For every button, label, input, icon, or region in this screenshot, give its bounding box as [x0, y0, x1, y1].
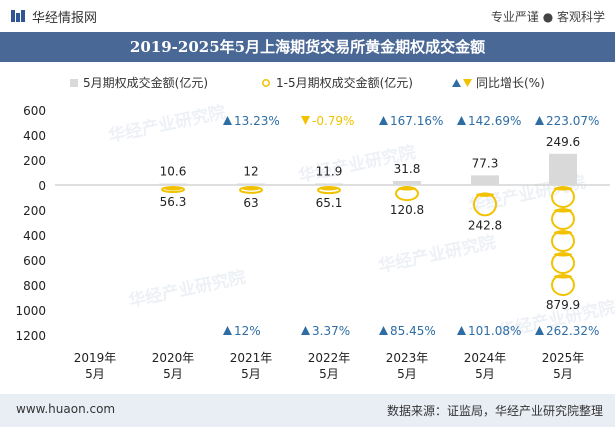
bar-may: [393, 181, 421, 185]
legend-circle-icon: [262, 79, 270, 87]
bar-may: [549, 153, 577, 185]
x-tick-label: 2019年 5月: [74, 351, 117, 381]
growth-up-arrow-icon: [223, 116, 232, 125]
coin-top-mark: [398, 186, 416, 191]
x-tick-label: 2021年 5月: [230, 351, 273, 381]
data-label-cumulative: 242.8: [468, 218, 502, 232]
legend-down-arrow-icon: [463, 79, 472, 87]
chart-title: 2019-2025年5月上海期货交易所黄金期权成交金额: [0, 32, 615, 62]
y-tick-label: 200: [23, 204, 46, 218]
growth-label-may: 13.23%: [234, 114, 280, 128]
coin-top-mark: [476, 192, 494, 197]
growth-label-cumulative: 85.45%: [390, 324, 436, 338]
slogan: 专业严谨 ● 客观科学: [490, 10, 605, 24]
growth-up-arrow-icon: [457, 116, 466, 125]
legend: 5月期权成交金额(亿元) 1-5月期权成交金额(亿元) 同比增长(%): [70, 75, 545, 90]
data-label-cumulative: 63: [243, 196, 258, 210]
legend-label-cumulative: 1-5月期权成交金额(亿元): [276, 75, 413, 90]
legend-up-arrow-icon: [452, 79, 461, 87]
x-tick-label: 2022年 5月: [308, 351, 351, 381]
site-name: 华经情报网: [32, 11, 98, 26]
footer-url: www.huaon.com: [16, 402, 116, 416]
data-label-may: 12: [243, 165, 258, 179]
growth-down-arrow-icon: [301, 116, 310, 125]
y-tick-label: 600: [23, 104, 46, 118]
growth-label-may: -0.79%: [312, 114, 354, 128]
coin-top-mark: [554, 186, 572, 191]
huajing-logo-icon: [11, 10, 25, 22]
data-label-cumulative: 56.3: [160, 195, 187, 209]
growth-label-may: 142.69%: [468, 114, 521, 128]
growth-up-arrow-icon: [379, 116, 388, 125]
x-tick-label: 2024年 5月: [464, 351, 507, 381]
growth-label-may: 223.07%: [546, 114, 599, 128]
growth-up-arrow-icon: [223, 326, 232, 335]
x-tick-label: 2025年 5月: [542, 351, 585, 381]
data-label-may: 249.6: [546, 135, 580, 149]
y-tick-label: 600: [23, 254, 46, 268]
growth-label-cumulative: 3.37%: [312, 324, 350, 338]
footer-source: 数据来源：证监局，华经产业研究院整理: [386, 404, 603, 418]
growth-label-cumulative: 101.08%: [468, 324, 521, 338]
legend-label-may: 5月期权成交金额(亿元): [83, 75, 208, 90]
coin-top-mark: [320, 186, 338, 191]
data-label-may: 77.3: [472, 156, 499, 170]
legend-square-icon: [70, 79, 78, 87]
bar-may: [237, 183, 265, 185]
data-label-cumulative: 879.9: [546, 298, 580, 312]
data-label-may: 10.6: [160, 165, 187, 179]
growth-label-may: 167.16%: [390, 114, 443, 128]
growth-up-arrow-icon: [301, 326, 310, 335]
growth-up-arrow-icon: [457, 326, 466, 335]
y-tick-label: 1000: [15, 304, 46, 318]
growth-label-cumulative: 262.32%: [546, 324, 599, 338]
data-label-cumulative: 120.8: [390, 203, 424, 217]
growth-up-arrow-icon: [379, 326, 388, 335]
coin-top-mark: [554, 208, 572, 213]
coin-top-mark: [164, 186, 182, 191]
chart-area: 华经产业研究院华经产业研究院华经产业研究院华经产业研究院华经产业研究院华经产业研…: [15, 75, 615, 381]
coin-top-mark: [554, 274, 572, 279]
y-tick-label: 1200: [15, 329, 46, 343]
watermark-layer: 华经产业研究院华经产业研究院华经产业研究院华经产业研究院华经产业研究院华经产业研…: [107, 102, 615, 342]
watermark-text: 华经产业研究院: [377, 232, 498, 277]
chart-marks: 10.6 12 11.9 31.8 77.3 249.6 56.3 63 65.1 120.8 24…: [159, 114, 599, 338]
data-label-cumulative: 65.1: [316, 196, 343, 210]
coin-top-mark: [242, 186, 260, 191]
data-label-may: 31.8: [394, 162, 421, 176]
footer: www.huaon.com 数据来源：证监局，华经产业研究院整理: [0, 394, 615, 427]
x-tick-label: 2020年 5月: [152, 351, 195, 381]
bar-may: [315, 183, 343, 185]
bar-may: [159, 183, 187, 185]
watermark-text: 华经产业研究院: [127, 267, 248, 312]
growth-up-arrow-icon: [535, 116, 544, 125]
y-tick-label: 800: [23, 279, 46, 293]
y-tick-label: 400: [23, 229, 46, 243]
x-tick-label: 2023年 5月: [386, 351, 429, 381]
y-tick-label: 200: [23, 154, 46, 168]
y-tick-label: 0: [38, 179, 46, 193]
x-axis-labels: 2019年 5月 2020年 5月 2021年 5月 2022年 5月 2023年 5月 2024年…: [74, 351, 585, 381]
growth-up-arrow-icon: [535, 326, 544, 335]
growth-label-cumulative: 12%: [234, 324, 261, 338]
legend-label-growth: 同比增长(%): [476, 76, 545, 90]
top-bar: 华经情报网 专业严谨 ● 客观科学: [0, 0, 615, 32]
coin-top-mark: [554, 230, 572, 235]
coin-top-mark: [554, 252, 572, 257]
y-tick-label: 400: [23, 129, 46, 143]
data-label-may: 11.9: [316, 165, 343, 179]
bar-may: [471, 175, 499, 185]
watermark-text: 华经产业研究院: [107, 102, 228, 147]
y-axis: 600 400 200 0 200 400 600 800 1000 1200: [15, 104, 610, 343]
